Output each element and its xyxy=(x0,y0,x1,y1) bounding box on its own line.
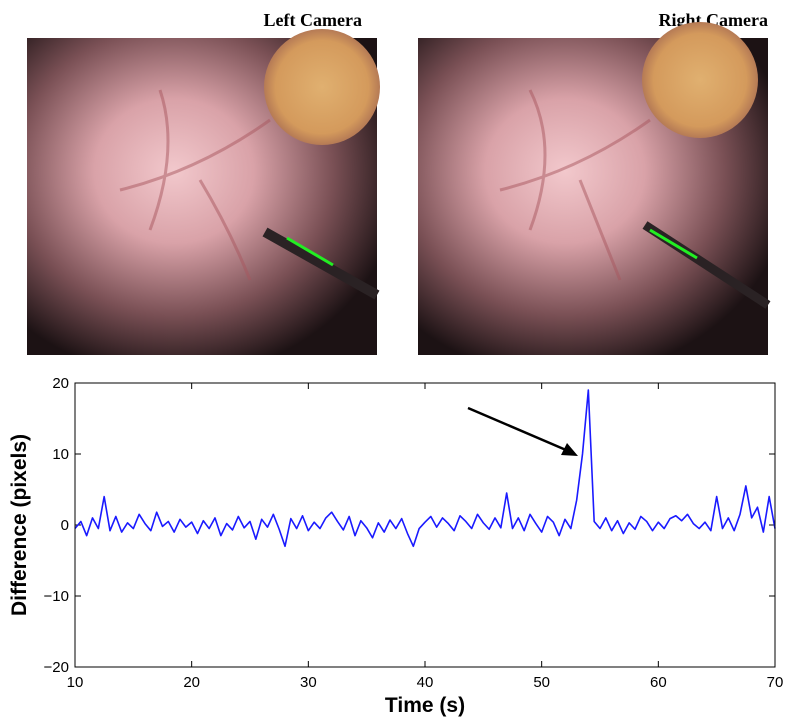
plot: 10 20 30 40 50 60 70 −20 −10 0 10 20 xyxy=(44,375,784,691)
data-line xyxy=(74,389,776,548)
y-tick-label: −20 xyxy=(44,659,69,676)
plot-frame xyxy=(74,382,776,668)
x-tick-label: 30 xyxy=(300,674,317,691)
x-tick-label: 10 xyxy=(67,674,84,691)
y-tick-label: 0 xyxy=(61,517,69,534)
x-tick-label: 40 xyxy=(417,674,434,691)
x-tick-label: 20 xyxy=(183,674,200,691)
y-axis-label: Difference (pixels) xyxy=(8,434,31,616)
x-tick-label: 70 xyxy=(767,674,784,691)
y-tick-label: 10 xyxy=(52,446,69,463)
panel-title: Left Camera xyxy=(264,10,362,30)
x-axis-label: Time (s) xyxy=(385,694,465,717)
x-tick-label: 50 xyxy=(533,674,550,691)
annotation-arrow xyxy=(467,406,578,456)
y-tick-label: −10 xyxy=(44,588,69,605)
x-tick-label: 60 xyxy=(650,674,667,691)
right-camera-image xyxy=(418,22,771,355)
left-camera-image xyxy=(27,29,380,355)
y-tick-label: 20 xyxy=(52,375,69,392)
